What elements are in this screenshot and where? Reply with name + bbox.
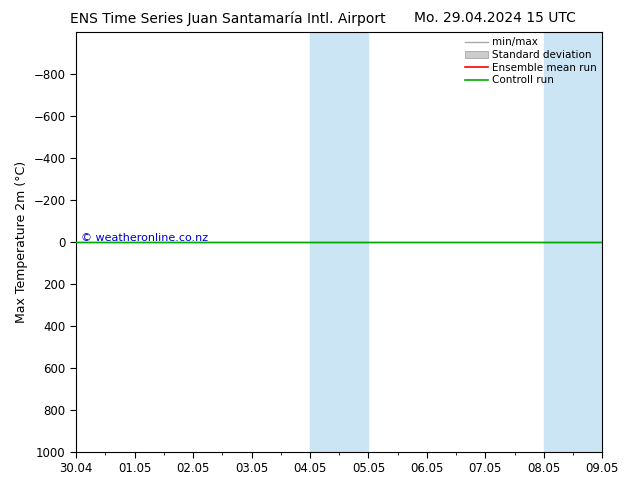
Text: © weatheronline.co.nz: © weatheronline.co.nz: [81, 233, 209, 243]
Text: Mo. 29.04.2024 15 UTC: Mo. 29.04.2024 15 UTC: [413, 11, 576, 25]
Bar: [310, 32, 368, 452]
Y-axis label: Max Temperature 2m (°C): Max Temperature 2m (°C): [15, 161, 28, 323]
Legend: min/max, Standard deviation, Ensemble mean run, Controll run: min/max, Standard deviation, Ensemble me…: [461, 33, 601, 89]
Bar: [544, 32, 602, 452]
Text: ENS Time Series Juan Santamaría Intl. Airport: ENS Time Series Juan Santamaría Intl. Ai…: [70, 11, 386, 26]
